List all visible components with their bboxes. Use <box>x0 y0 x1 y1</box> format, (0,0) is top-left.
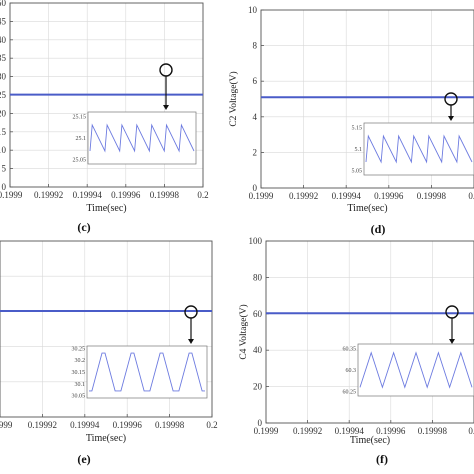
y-tick-label: 0 <box>2 182 7 192</box>
y-tick-label: 20 <box>253 382 263 392</box>
y-tick-label: 45 <box>0 16 7 26</box>
x-tick-label: 0.19996 <box>374 191 404 201</box>
y-tick-label: 10 <box>248 5 258 15</box>
y-tick-label: 40 <box>0 35 7 45</box>
inset-frame <box>363 122 474 176</box>
y-tick-label: 50 <box>0 0 7 8</box>
x-tick-label: 0.19996 <box>376 426 406 436</box>
y-axis-label: C4 Voltage(V) <box>238 304 249 359</box>
y-tick-label: 6 <box>253 76 258 86</box>
inset-y-tick-label: 30.2 <box>75 358 86 364</box>
x-axis-label: Time(sec) <box>86 203 126 214</box>
x-axis-label: Time(sec) <box>347 203 387 214</box>
plot-frame <box>265 240 474 424</box>
y-tick-label: 30 <box>0 72 7 82</box>
y-tick-label: 100 <box>249 236 263 246</box>
x-tick-label: 0.19992 <box>28 420 57 430</box>
inset-y-tick-label: 5.05 <box>352 169 363 175</box>
zoom-inset: 5.15 5.1 5.05 <box>352 122 474 176</box>
x-tick-label: 0.19996 <box>113 420 143 430</box>
chart-panel-4: 0.1999 0.19992 0.19994 0.19996 0.19998 0.2 0 20… <box>238 236 474 466</box>
y-tick-label: 20 <box>0 108 7 118</box>
inset-y-tick-label: 25.15 <box>73 114 87 120</box>
x-tick-label: 0.19998 <box>155 420 185 430</box>
zoom-marker-circle <box>159 63 173 77</box>
y-tick-label: 8 <box>253 41 258 51</box>
panel-label: (e) <box>77 452 90 466</box>
inset-y-tick-label: 30.1 <box>75 382 86 388</box>
y-tick-label: 0 <box>258 418 263 428</box>
y-tick-label: 80 <box>253 272 263 282</box>
y-tick-label: 0 <box>253 183 258 193</box>
zoom-inset: 30.25 30.2 30.15 30.1 30.05 <box>72 345 208 400</box>
zoom-inset: 60.35 60.3 60.25 <box>343 343 474 397</box>
zoom-marker-circle <box>444 92 458 106</box>
inset-y-tick-label: 30.15 <box>72 370 86 376</box>
panel-label: (c) <box>77 220 90 234</box>
zoom-inset: 25.15 25.1 25.05 <box>73 111 197 165</box>
zoom-arrow-head <box>448 116 454 121</box>
chart-panel-2: 0.1999 0.19992 0.19994 0.19996 0.19998 0.2 0 2 4… <box>228 5 474 236</box>
x-axis-label: Time(sec) <box>350 435 390 446</box>
chart-panel-1: 0.1999 0.19992 0.19994 0.19996 0.19998 0.2 0 5 1… <box>0 0 209 234</box>
x-tick-label: 0.2 <box>468 191 474 201</box>
inset-y-tick-label: 5.1 <box>355 147 363 153</box>
x-tick-label: 0.19996 <box>111 190 141 200</box>
x-tick-label: 0.19992 <box>293 426 322 436</box>
x-tick-label: 0.19994 <box>73 190 103 200</box>
x-tick-label: 0.19994 <box>70 420 100 430</box>
x-tick-label: 0.1999 <box>0 420 13 430</box>
x-tick-label: 0.2 <box>206 420 217 430</box>
inset-y-tick-label: 30.05 <box>72 394 86 400</box>
x-tick-label: 0.19992 <box>289 191 318 201</box>
inset-y-tick-label: 25.05 <box>73 158 87 164</box>
y-tick-label: 4 <box>253 112 258 122</box>
zoom-arrow-head <box>188 339 194 344</box>
chart-panel-3: 0.1999 0.19992 0.19994 0.19996 0.19998 0.2 Tim… <box>0 240 218 466</box>
y-axis-label: C2 Voltage(V) <box>228 71 239 126</box>
y-tick-label: 25 <box>0 90 7 100</box>
inset-frame <box>86 345 208 399</box>
y-tick-label: 15 <box>0 127 7 137</box>
inset-y-tick-label: 60.25 <box>343 390 357 396</box>
panel-label: (f) <box>376 452 388 466</box>
x-tick-label: 0.19998 <box>150 190 180 200</box>
inset-waveform <box>89 352 205 392</box>
zoom-marker-circle <box>445 305 459 319</box>
x-tick-label: 0.19998 <box>418 426 448 436</box>
x-tick-label: 0.1999 <box>0 190 23 200</box>
x-tick-label: 0.1999 <box>249 191 274 201</box>
y-tick-label: 40 <box>253 345 263 355</box>
zoom-arrow-head <box>163 105 169 110</box>
zoom-arrow-head <box>449 339 455 344</box>
x-tick-label: 0.19994 <box>332 191 362 201</box>
x-tick-label: 0.19998 <box>417 191 447 201</box>
x-tick-label: 0.2 <box>468 426 474 436</box>
inset-y-tick-label: 60.3 <box>346 368 357 374</box>
x-tick-label: 0.1999 <box>254 426 279 436</box>
y-tick-label: 10 <box>0 145 7 155</box>
y-tick-label: 5 <box>2 164 7 174</box>
x-axis-label: Time(sec) <box>86 433 126 444</box>
panel-label: (d) <box>371 222 386 236</box>
inset-waveform <box>365 134 473 164</box>
y-tick-label: 35 <box>0 53 7 63</box>
x-tick-label: 0.19994 <box>335 426 365 436</box>
inset-y-tick-label: 25.1 <box>76 136 87 142</box>
inset-y-tick-label: 60.35 <box>343 346 357 352</box>
plot-frame <box>260 9 474 189</box>
inset-y-tick-label: 30.25 <box>72 346 86 352</box>
y-tick-label: 60 <box>253 309 263 319</box>
plot-frame <box>0 240 213 418</box>
x-tick-label: 0.2 <box>197 190 208 200</box>
y-tick-label: 2 <box>253 147 258 157</box>
x-tick-label: 0.19992 <box>34 190 63 200</box>
inset-y-tick-label: 5.15 <box>352 125 363 131</box>
inset-waveform <box>359 351 473 389</box>
inset-waveform <box>89 123 195 153</box>
